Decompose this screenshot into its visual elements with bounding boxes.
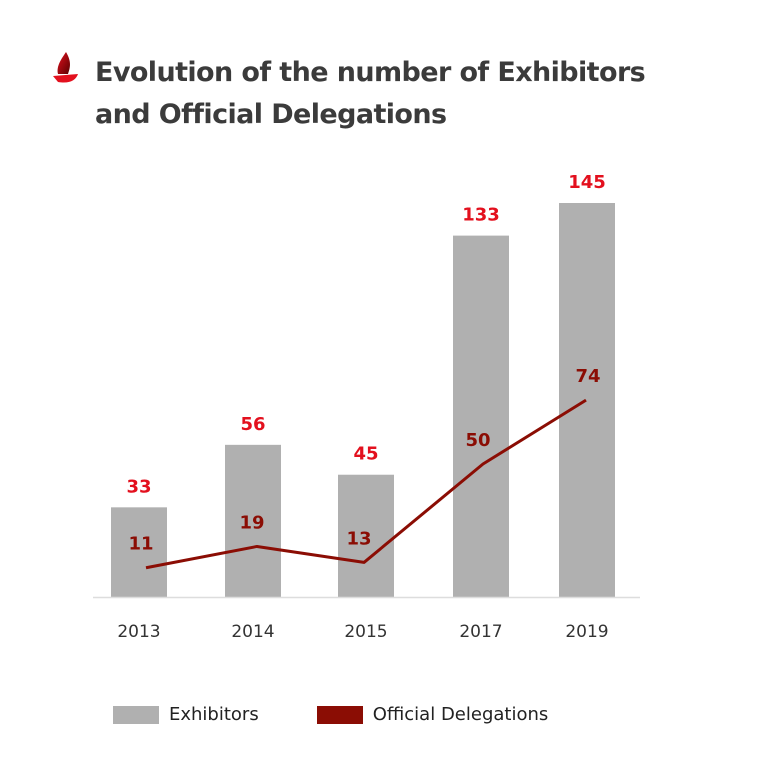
official-delegations-line-group — [145, 398, 587, 570]
line-label-official-delegations-2017: 50 — [465, 430, 490, 451]
legend-label-official-delegations: Official Delegations — [372, 704, 549, 725]
legend-item-exhibitors: Exhibitors — [113, 704, 259, 725]
line-label-official-delegations-2013: 11 — [128, 534, 153, 555]
line-label-official-delegations-2015: 13 — [346, 528, 371, 549]
x-tick-2019: 2019 — [565, 622, 608, 642]
bar-exhibitors-2013 — [111, 507, 167, 597]
chart-title: Evolution of the number of Exhibitors an… — [95, 52, 695, 136]
legend-swatch-exhibitors — [113, 705, 159, 724]
bar-label-exhibitors-2019: 145 — [568, 172, 606, 193]
x-tick-2014: 2014 — [231, 622, 274, 642]
bar-label-exhibitors-2014: 56 — [240, 414, 265, 435]
legend-label-exhibitors: Exhibitors — [169, 704, 259, 725]
sail-logo-icon — [53, 52, 78, 83]
exhibitors-bars — [111, 203, 615, 597]
chart-title-line-1: Evolution of the number of Exhibitors — [95, 57, 646, 88]
data-labels: 33 56 45 133 145 11 19 13 50 74 — [126, 172, 605, 555]
bar-label-exhibitors-2013: 33 — [126, 476, 151, 497]
x-tick-2015: 2015 — [344, 622, 387, 642]
x-tick-2013: 2013 — [117, 622, 160, 642]
bar-label-exhibitors-2017: 133 — [462, 205, 500, 226]
x-axis-ticks: 2013 2014 2015 2017 2019 — [117, 622, 608, 642]
bar-exhibitors-2017 — [453, 235, 509, 597]
chart-title-line-2: and Official Delegations — [95, 99, 447, 130]
bar-exhibitors-2014 — [225, 444, 281, 597]
bar-label-exhibitors-2015: 45 — [353, 444, 378, 465]
bar-exhibitors-2019 — [559, 203, 615, 597]
line-label-official-delegations-2019: 74 — [575, 366, 600, 387]
x-tick-2017: 2017 — [459, 622, 502, 642]
legend: Exhibitors Official Delegations — [113, 704, 606, 725]
line-label-official-delegations-2014: 19 — [239, 512, 264, 533]
legend-swatch-official-delegations — [316, 705, 363, 724]
bar-exhibitors-2015 — [338, 474, 394, 597]
legend-item-official-delegations: Official Delegations — [316, 704, 549, 725]
